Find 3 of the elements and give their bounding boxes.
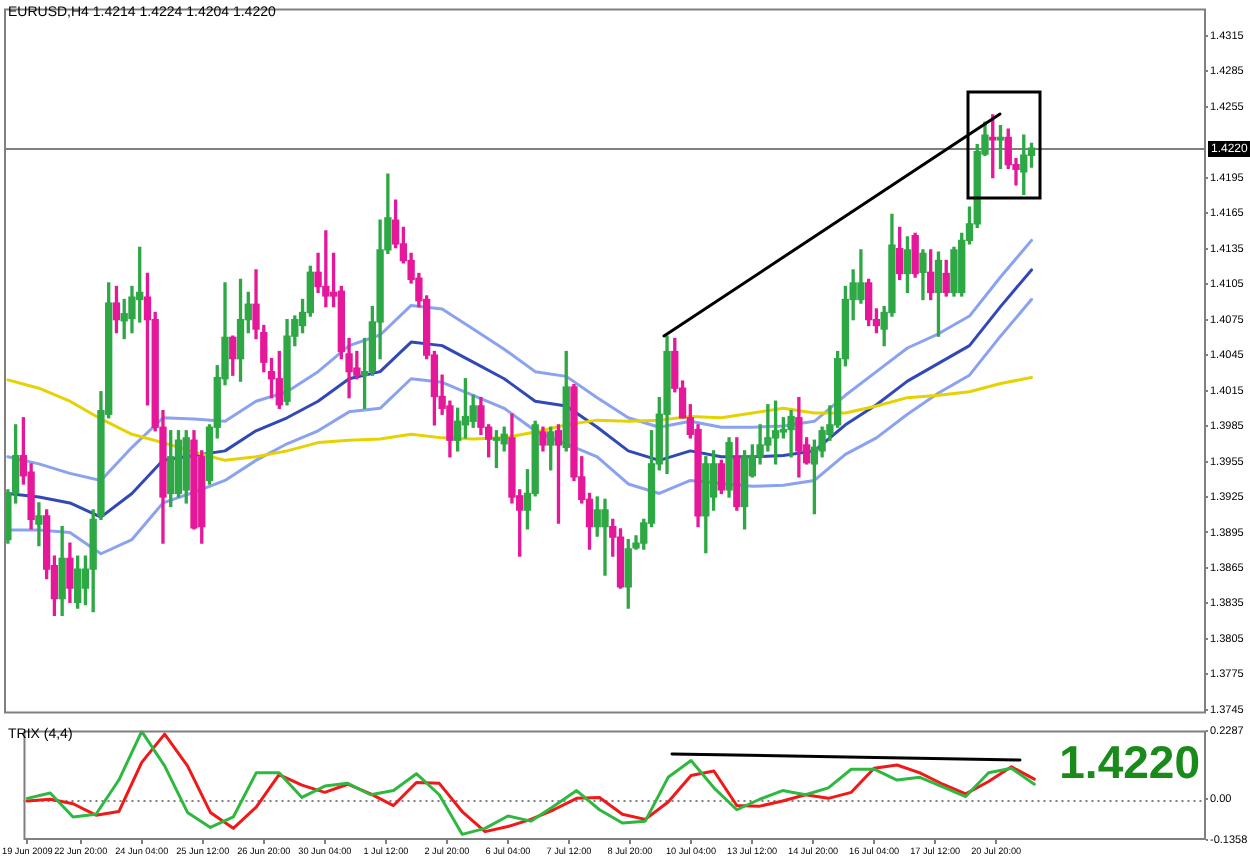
- candlestick: [35, 502, 43, 547]
- annotation: 1.4220: [1059, 736, 1200, 788]
- candlestick: [601, 498, 609, 576]
